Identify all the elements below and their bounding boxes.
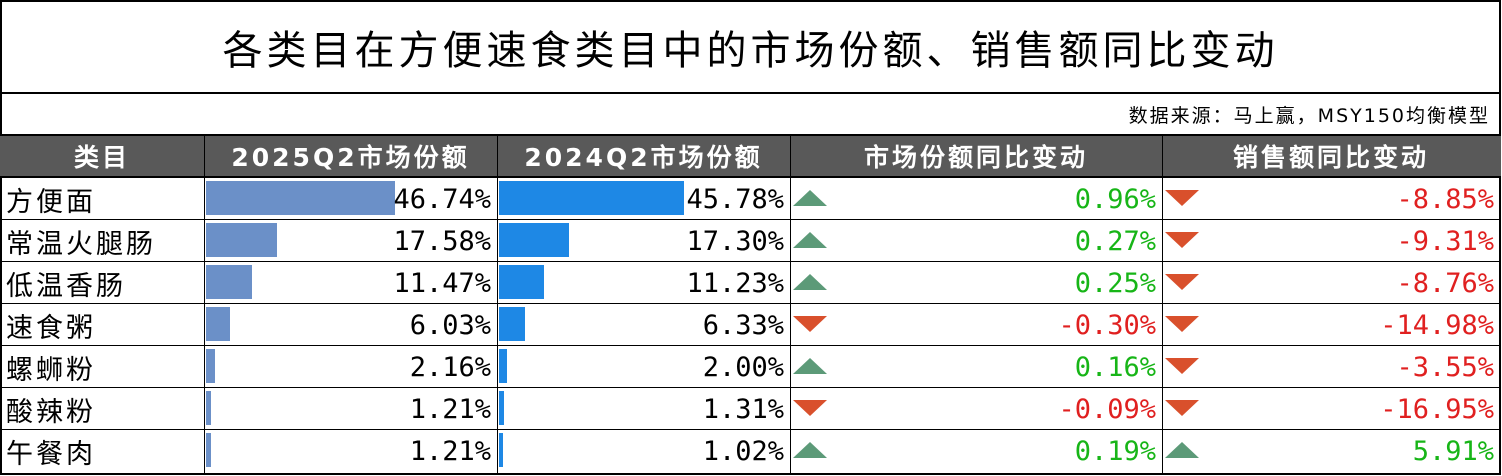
share-2024-bar [499,391,505,425]
header-share-2025: 2025Q2市场份额 [231,143,470,172]
share-2025-value: 11.47% [393,267,491,299]
share-change-value: 0.19% [1074,435,1156,467]
row-divider [0,387,1501,388]
table-header: 类目 2025Q2市场份额 2024Q2市场份额 市场份额同比变动 销售额同比变… [0,134,1501,178]
sales-change-value: -16.95% [1380,393,1494,425]
down-arrow-icon [1165,358,1199,374]
share-2025-value: 1.21% [409,435,491,467]
row-divider [0,429,1501,430]
share-2024-value: 6.33% [702,309,784,341]
header-share-2024: 2024Q2市场份额 [524,143,763,172]
down-arrow-icon [793,400,827,416]
up-arrow-icon [793,442,827,458]
category-label: 螺蛳粉 [6,354,96,386]
up-arrow-icon [793,232,827,248]
row-divider [0,261,1501,262]
header-sales-change: 销售额同比变动 [1232,143,1429,172]
column-divider [497,134,498,474]
share-2024-value: 45.78% [686,183,784,215]
share-2025-bar [206,223,278,257]
share-change-value: -0.30% [1058,309,1156,341]
share-2025-bar [206,181,396,215]
share-2024-bar [499,349,508,383]
share-change-value: -0.09% [1058,393,1156,425]
table-row: 午餐肉 1.21% 1.02% 0.19% 5.91% [0,430,1501,472]
share-2025-bar [206,349,215,383]
sales-change-value: -3.55% [1396,351,1494,383]
category-label: 低温香肠 [6,270,126,302]
share-change-value: 0.25% [1074,267,1156,299]
share-change-value: 0.27% [1074,225,1156,257]
share-2024-value: 1.02% [702,435,784,467]
share-2025-value: 1.21% [409,393,491,425]
row-divider [0,303,1501,304]
down-arrow-icon [1165,400,1199,416]
share-change-value: 0.16% [1074,351,1156,383]
share-2025-value: 46.74% [393,183,491,215]
category-label: 方便面 [6,186,96,218]
share-2025-value: 2.16% [409,351,491,383]
data-source-note: 数据来源：马上赢，MSY150均衡模型 [1128,104,1490,127]
share-2024-value: 17.30% [686,225,784,257]
header-share-change: 市场份额同比变动 [863,143,1088,172]
category-label: 常温火腿肠 [6,228,156,260]
share-2024-bar [499,433,504,467]
share-2024-value: 2.00% [702,351,784,383]
column-divider [204,134,205,474]
sales-change-value: -8.85% [1396,183,1494,215]
share-2025-bar [206,391,211,425]
up-arrow-icon [793,190,827,206]
up-arrow-icon [1165,442,1199,458]
share-2024-bar [499,223,569,257]
down-arrow-icon [1165,232,1199,248]
chart-title: 各类目在方便速食类目中的市场份额、销售额同比变动 [222,28,1279,74]
sales-change-value: -8.76% [1396,267,1494,299]
row-divider [0,345,1501,346]
down-arrow-icon [1165,274,1199,290]
table-row: 低温香肠 11.47% 11.23% 0.25% -8.76% [0,262,1501,304]
share-2024-bar [499,265,545,299]
row-divider [0,219,1501,220]
category-label: 酸辣粉 [6,396,96,428]
share-2024-value: 1.31% [702,393,784,425]
column-divider [790,134,791,474]
up-arrow-icon [793,358,827,374]
share-2024-bar [499,307,525,341]
share-change-value: 0.96% [1074,183,1156,215]
down-arrow-icon [1165,190,1199,206]
table-row: 常温火腿肠 17.58% 17.30% 0.27% -9.31% [0,220,1501,262]
title-divider [0,92,1501,94]
sales-change-value: 5.91% [1412,435,1494,467]
table-row: 螺蛳粉 2.16% 2.00% 0.16% -3.55% [0,346,1501,388]
share-2025-value: 6.03% [409,309,491,341]
down-arrow-icon [793,316,827,332]
sales-change-value: -9.31% [1396,225,1494,257]
table-row: 方便面 46.74% 45.78% 0.96% -8.85% [0,178,1501,220]
category-label: 速食粥 [6,312,96,344]
category-label: 午餐肉 [6,438,96,470]
sales-change-value: -14.98% [1380,309,1494,341]
share-2024-bar [499,181,685,215]
up-arrow-icon [793,274,827,290]
share-2025-bar [206,433,211,467]
down-arrow-icon [1165,316,1199,332]
table-row: 酸辣粉 1.21% 1.31% -0.09% -16.95% [0,388,1501,430]
share-2025-bar [206,307,231,341]
share-2024-value: 11.23% [686,267,784,299]
column-divider [1162,134,1163,474]
table-row: 速食粥 6.03% 6.33% -0.30% -14.98% [0,304,1501,346]
share-2025-value: 17.58% [393,225,491,257]
share-2025-bar [206,265,253,299]
header-category: 类目 [73,143,130,172]
